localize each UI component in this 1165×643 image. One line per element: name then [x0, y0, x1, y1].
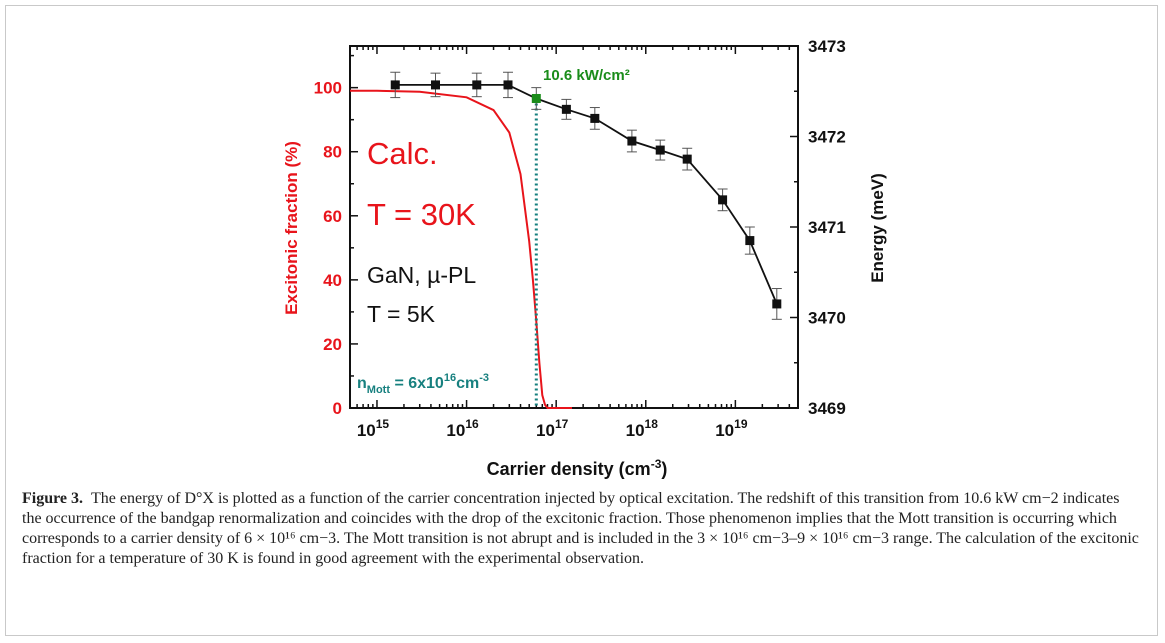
power-label: 10.6 kW/cm² — [543, 67, 630, 84]
figure-caption: Figure 3. The energy of D°X is plotted a… — [22, 489, 1142, 569]
calc-label: Calc. — [367, 136, 438, 171]
y-right-tick-label: 3472 — [808, 128, 846, 147]
calc-temp-label: T = 30K — [367, 197, 476, 232]
data-point — [627, 136, 637, 146]
data-point — [590, 113, 600, 123]
figure-frame — [5, 5, 1158, 636]
sample-label: GaN, µ-PL — [367, 262, 476, 288]
data-point — [718, 195, 728, 205]
y-right-tick-label: 3469 — [808, 399, 846, 418]
highlight-point — [531, 93, 541, 103]
x-tick-label: 1019 — [715, 417, 748, 440]
x-axis-title: Carrier density (cm-3) — [487, 457, 668, 479]
x-tick-label: 1018 — [626, 417, 659, 440]
data-point — [431, 80, 441, 90]
y-left-tick-label: 100 — [314, 79, 342, 98]
y-left-tick-label: 40 — [323, 271, 342, 290]
mott-label: nMott = 6x1016cm-3 — [357, 372, 489, 396]
x-tick-label: 1016 — [446, 417, 479, 440]
caption-label: Figure 3. — [22, 490, 84, 507]
y-right-tick-label: 3470 — [808, 309, 846, 328]
data-point — [745, 236, 755, 246]
data-point — [561, 104, 571, 114]
data-point — [503, 80, 513, 90]
caption-text: The energy of D°X is plotted as a functi… — [22, 490, 1139, 567]
x-tick-label: 1015 — [357, 417, 390, 440]
data-point — [682, 154, 692, 164]
y-left-axis-title: Excitonic fraction (%) — [282, 141, 301, 315]
y-left-tick-label: 80 — [323, 143, 342, 162]
data-point — [772, 299, 782, 309]
y-left-tick-label: 20 — [323, 335, 342, 354]
data-point — [655, 145, 665, 155]
x-tick-label: 1017 — [536, 417, 569, 440]
calc-curve — [350, 89, 572, 409]
data-point — [390, 80, 400, 90]
y-right-axis-title: Energy (meV) — [868, 173, 887, 283]
y-left-tick-label: 60 — [323, 207, 342, 226]
y-right-tick-label: 3471 — [808, 218, 846, 237]
y-right-tick-label: 3473 — [808, 37, 846, 56]
figure-chart: 1015 1016 1017 1018 1019 0 20 40 60 80 100 3469 3470… — [282, 37, 887, 479]
y-left-tick-label: 0 — [333, 399, 342, 418]
data-point — [472, 80, 482, 90]
sample-temp-label: T = 5K — [367, 301, 436, 327]
